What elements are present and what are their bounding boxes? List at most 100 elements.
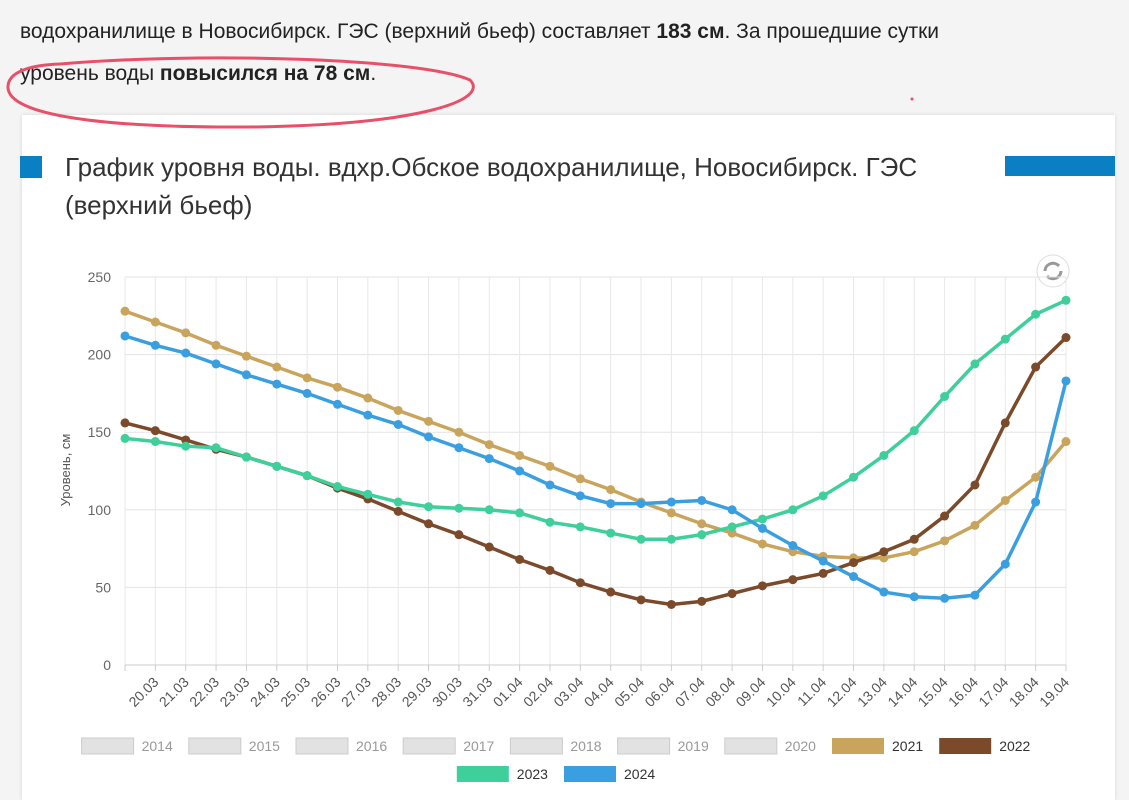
data-point — [636, 499, 646, 509]
data-point — [1000, 559, 1010, 569]
decor-bar — [1005, 156, 1115, 176]
data-point — [150, 426, 160, 436]
data-point — [909, 534, 919, 544]
y-tick-label: 50 — [95, 579, 111, 595]
x-tick-label: 15.04 — [915, 674, 951, 710]
hand-drawn-ellipse — [6, 56, 475, 129]
data-point — [393, 405, 403, 415]
data-point — [424, 432, 434, 442]
data-point — [454, 427, 464, 437]
data-point — [788, 540, 798, 550]
y-tick-label: 100 — [88, 502, 112, 518]
data-point — [666, 599, 676, 609]
x-tick-label: 29.03 — [399, 674, 435, 710]
x-tick-label: 28.03 — [368, 674, 404, 710]
data-point — [788, 505, 798, 515]
data-point — [636, 534, 646, 544]
data-point — [970, 520, 980, 530]
legend-swatch[interactable] — [81, 737, 135, 755]
data-point — [697, 530, 707, 540]
data-point — [575, 578, 585, 588]
data-point — [727, 589, 737, 599]
data-point — [484, 454, 494, 464]
refresh-button[interactable] — [1036, 254, 1070, 288]
legend-swatch[interactable] — [939, 738, 992, 754]
legend-label: 2020 — [785, 738, 816, 754]
legend-swatch[interactable] — [617, 737, 671, 755]
bold-text: повысился на 78 см — [159, 62, 371, 85]
legend-label: 2019 — [678, 738, 709, 754]
x-tick-label: 13.04 — [854, 674, 890, 710]
x-tick-label: 14.04 — [884, 674, 920, 710]
data-point — [241, 351, 251, 361]
x-tick-label: 27.03 — [338, 674, 374, 710]
data-point — [1000, 495, 1010, 505]
data-point — [757, 539, 767, 549]
text: водохранилище в Новосибирск. ГЭС (верхни… — [20, 20, 657, 43]
data-point — [666, 534, 676, 544]
data-point — [1031, 472, 1041, 482]
data-point — [1031, 309, 1041, 319]
data-point — [849, 472, 859, 482]
data-point — [241, 452, 251, 462]
data-point — [393, 419, 403, 429]
data-point — [120, 306, 130, 316]
data-point — [211, 359, 221, 369]
legend-label: 2017 — [463, 738, 494, 754]
title-icon — [20, 156, 42, 178]
data-point — [363, 393, 373, 403]
legend-swatch[interactable] — [456, 766, 509, 782]
data-point — [181, 435, 191, 445]
data-point — [757, 581, 767, 591]
y-axis-label: Уровень, см — [58, 434, 73, 507]
data-point — [666, 508, 676, 518]
data-point — [970, 359, 980, 369]
data-point — [120, 433, 130, 443]
data-point — [1061, 333, 1071, 343]
chart-title: График уровня воды. вдхр.Обское водохран… — [65, 152, 918, 220]
data-point — [1000, 334, 1010, 344]
x-tick-label: 02.04 — [520, 674, 556, 710]
data-point — [393, 497, 403, 507]
x-tick-label: 20.03 — [125, 674, 161, 710]
legend-swatch[interactable] — [295, 737, 349, 755]
legend-swatch[interactable] — [402, 737, 456, 755]
x-tick-label: 31.03 — [459, 674, 495, 710]
legend-label: 2016 — [356, 738, 387, 754]
data-point — [150, 340, 160, 350]
data-point — [940, 593, 950, 603]
series-line — [124, 336, 1068, 607]
legend-swatch[interactable] — [724, 737, 778, 755]
data-point — [909, 547, 919, 557]
legend-label: 2014 — [142, 738, 173, 754]
legend-swatch[interactable] — [832, 738, 884, 754]
x-tick-label: 17.04 — [975, 674, 1011, 710]
data-point — [1061, 295, 1071, 305]
data-point — [150, 317, 160, 327]
data-point — [909, 426, 919, 436]
y-tick-label: 200 — [88, 347, 112, 363]
legend-swatch[interactable] — [509, 737, 563, 755]
data-point — [545, 517, 555, 527]
x-tick-label: 16.04 — [945, 674, 981, 710]
data-point — [1061, 376, 1071, 386]
data-point — [454, 443, 464, 453]
data-point — [332, 382, 342, 392]
data-point — [515, 450, 525, 460]
x-tick-label: 21.03 — [156, 674, 192, 710]
data-point — [120, 418, 130, 428]
data-point — [1061, 437, 1071, 447]
legend-swatch[interactable] — [564, 766, 616, 782]
series-line — [124, 334, 1068, 601]
data-point — [818, 568, 828, 578]
legend-label: 2021 — [892, 738, 923, 754]
data-point — [879, 553, 889, 563]
data-point — [697, 495, 707, 505]
data-point — [757, 514, 767, 524]
data-point — [849, 572, 859, 582]
legend-swatch[interactable] — [188, 737, 242, 755]
data-point — [606, 485, 616, 495]
x-tick-label: 08.04 — [702, 674, 738, 710]
